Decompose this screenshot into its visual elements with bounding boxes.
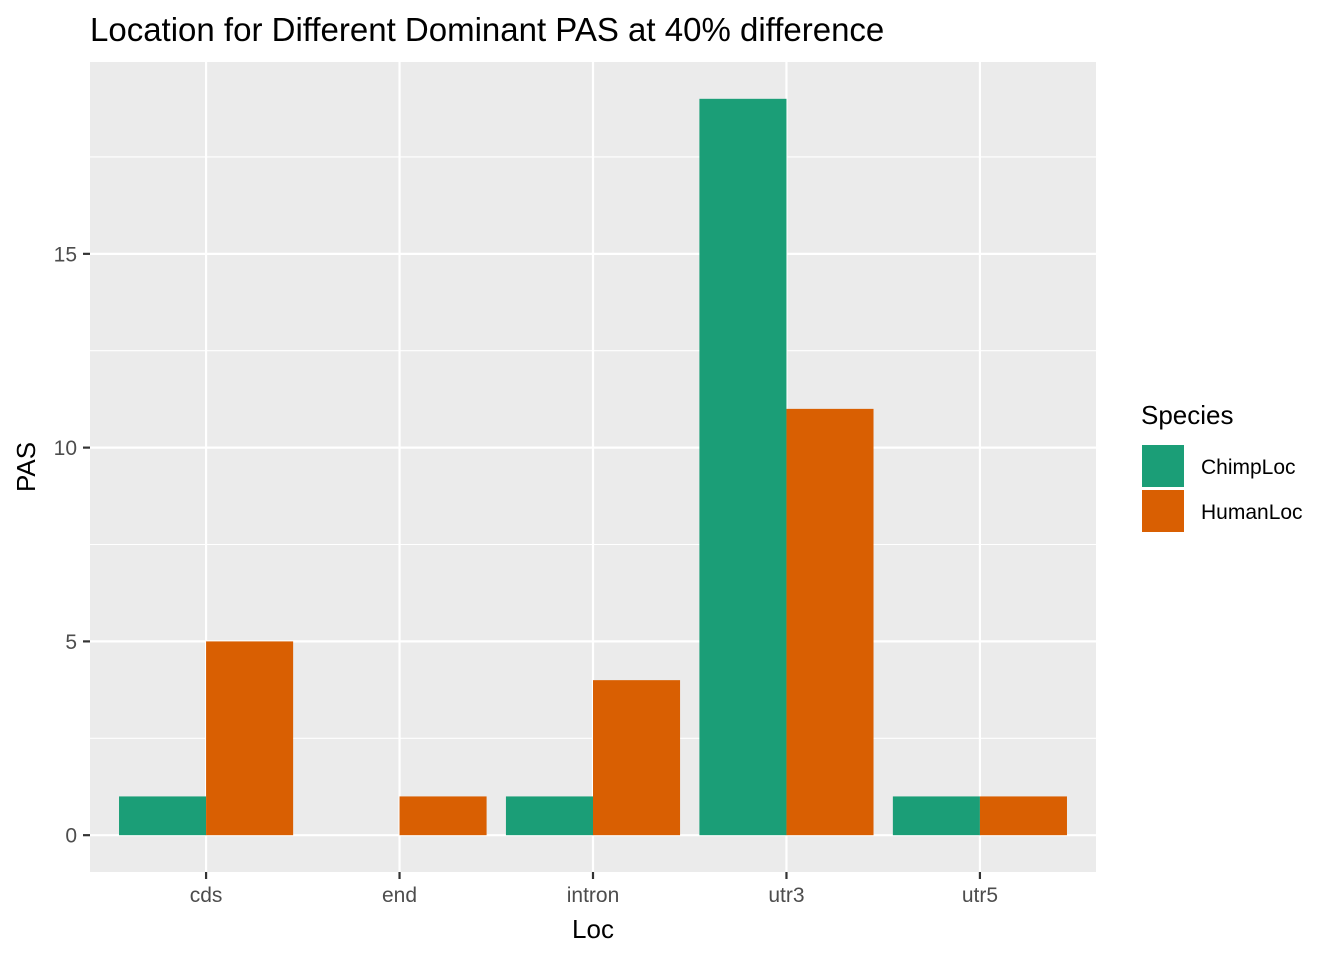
bar-utr3-humanloc (786, 408, 874, 836)
y-tick-label: 5 (65, 631, 77, 654)
bar-cds-humanloc (206, 641, 294, 836)
legend-key-chimploc (1142, 445, 1184, 487)
bar-utr5-chimploc (892, 796, 980, 836)
legend-key-humanloc (1142, 490, 1184, 532)
y-tick-label: 0 (65, 825, 77, 848)
legend-label-humanloc: HumanLoc (1201, 501, 1303, 524)
bar-utr3-chimploc (699, 98, 787, 836)
x-tick-label-end: end (382, 884, 417, 907)
y-axis: 0 5 10 15 (54, 243, 90, 848)
x-tick-label-intron: intron (567, 884, 620, 907)
x-tick-label-utr3: utr3 (768, 884, 804, 907)
bar-intron-humanloc (593, 680, 681, 836)
bar-end-humanloc (399, 796, 487, 836)
y-axis-title: PAS (11, 442, 41, 492)
x-axis: cds end intron utr3 utr5 (190, 872, 998, 907)
legend-label-chimploc: ChimpLoc (1201, 456, 1296, 479)
y-tick-label: 15 (54, 243, 77, 266)
legend-title: Species (1141, 400, 1234, 430)
chart-title: Location for Different Dominant PAS at 4… (90, 11, 884, 48)
bar-cds-chimploc (119, 796, 207, 836)
bar-intron-chimploc (505, 796, 593, 836)
x-axis-title: Loc (572, 914, 614, 944)
bars (119, 98, 1067, 836)
bar-utr5-humanloc (979, 796, 1067, 836)
x-tick-label-cds: cds (190, 884, 223, 907)
legend: Species ChimpLoc HumanLoc (1141, 400, 1303, 532)
x-tick-label-utr5: utr5 (962, 884, 998, 907)
y-tick-label: 10 (54, 437, 77, 460)
